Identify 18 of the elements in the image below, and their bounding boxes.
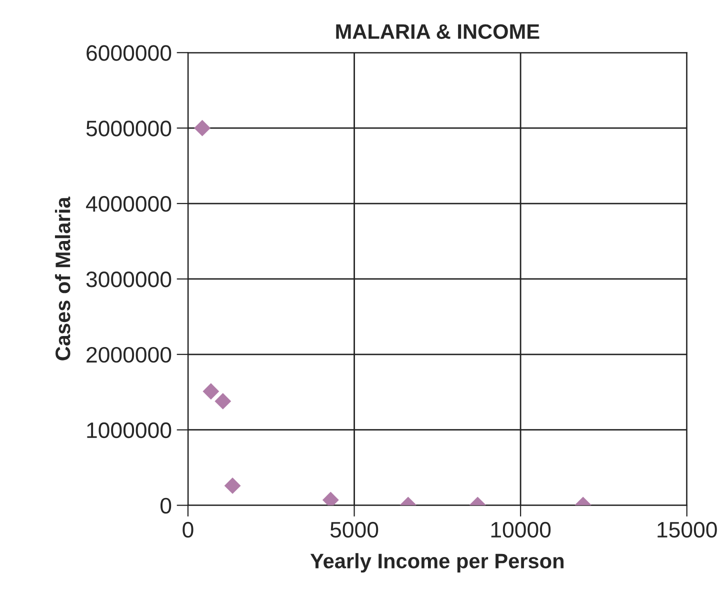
y-tick-label: 3000000 [86, 272, 172, 288]
x-tick-label: 15000 [658, 522, 717, 538]
point [224, 477, 241, 494]
y-axis-title: Cases of Malaria [54, 196, 70, 360]
y-tick-label: 6000000 [86, 45, 172, 61]
x-tick-label: 0 [182, 522, 194, 538]
y-tick-label: 2000000 [86, 346, 172, 363]
y-tick-label: 0 [160, 498, 172, 514]
x-axis-title: Yearly Income per Person [310, 553, 564, 573]
chart-title: MALARIA & INCOME [336, 24, 540, 39]
y-tick-label: 4000000 [86, 196, 172, 212]
y-tick-label: 5000000 [86, 120, 172, 136]
y-tick-label: 1000000 [87, 422, 172, 438]
point [194, 120, 210, 136]
point [202, 383, 220, 400]
point [214, 392, 232, 410]
x-tick-label: 10000 [491, 522, 551, 538]
x-tick-label: 5000 [330, 522, 378, 538]
